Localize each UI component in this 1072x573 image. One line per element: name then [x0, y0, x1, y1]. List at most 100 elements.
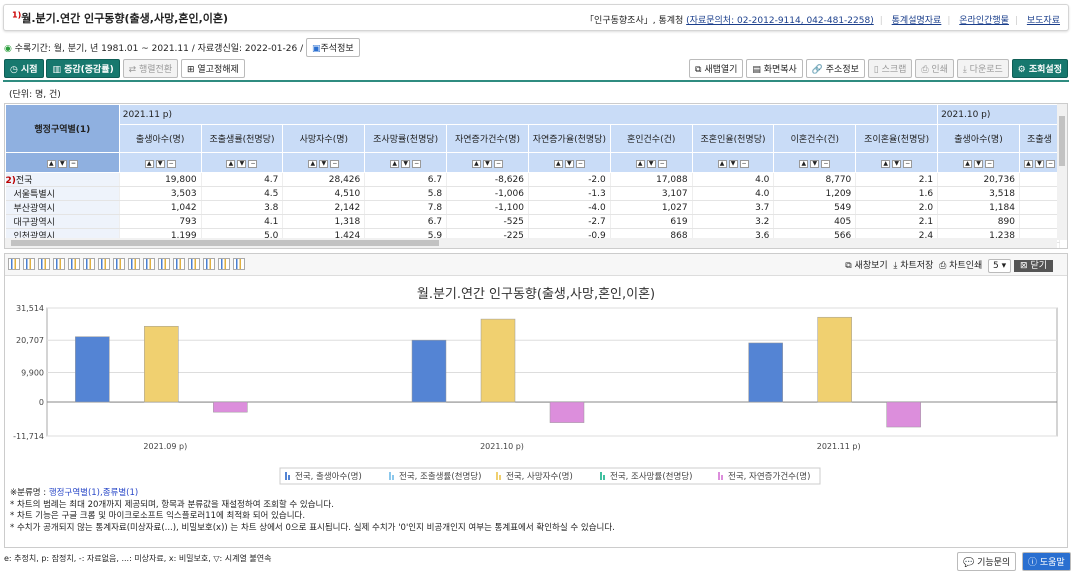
chart-type-icon[interactable]	[83, 258, 95, 270]
horizontal-scrollbar[interactable]	[5, 238, 1057, 248]
chart-type-icon[interactable]	[188, 258, 200, 270]
sort-buttons[interactable]: ▲ ▼ −	[937, 152, 1020, 173]
legend-swatch	[288, 475, 290, 480]
notes: ※분류명 : 행정구역별(1),종류별(1) * 차트의 범례는 최대 20개까…	[10, 488, 615, 533]
time-button[interactable]: ◷ 시점	[4, 59, 44, 78]
table-cell: -4.0	[528, 200, 611, 215]
sort-buttons[interactable]: ▲ ▼ −	[282, 152, 366, 173]
column-header: 조사망률(천명당)	[364, 124, 448, 153]
inquiry-button[interactable]: 💬 기능문의	[957, 552, 1017, 571]
bar	[515, 401, 550, 403]
column-header: 자연증가율(천명당)	[527, 124, 611, 153]
sort-buttons[interactable]: ▲ ▼ −	[1018, 152, 1061, 173]
sort-buttons[interactable]: ▲ ▼ −	[200, 152, 284, 173]
online-publication-link[interactable]: 온라인간행물	[959, 16, 1009, 26]
new-window-button[interactable]: ⧉ 새창보기	[845, 261, 888, 271]
chart-type-icon[interactable]	[158, 258, 170, 270]
unfreeze-columns-button[interactable]: ⊞ 열고정해제	[181, 59, 245, 78]
chart-type-icon[interactable]	[143, 258, 155, 270]
legend-swatch	[499, 475, 501, 480]
chart-type-icon[interactable]	[113, 258, 125, 270]
chart-save-button[interactable]: ⤓ 차트저장	[893, 261, 934, 271]
close-chart-button[interactable]: ⊠ 닫기	[1014, 260, 1053, 272]
download-button[interactable]: ⤓ 다운로드	[956, 59, 1009, 78]
x-tick-label: 2021.11 p)	[817, 442, 861, 451]
column-header: 이혼건수(건)	[773, 124, 857, 153]
help-button[interactable]: ⓘ 도움말	[1022, 552, 1071, 571]
table-cell: -2.0	[528, 172, 611, 187]
classification-link[interactable]: 행정구역별(1),종류별(1)	[48, 488, 139, 498]
table-cell: -2.7	[528, 214, 611, 229]
chart-type-icon[interactable]	[53, 258, 65, 270]
bar	[213, 401, 248, 413]
sort-buttons[interactable]: ▲ ▼ −	[446, 152, 529, 173]
table-row: 2)전국 19,800 4.7 28,426 6.7 -8,626 -2.0 17,088 4.…	[5, 172, 1067, 187]
chart-type-icon[interactable]	[98, 258, 110, 270]
table-cell: 28,426	[282, 172, 366, 187]
table-row: 서울특별시 3,503 4.5 4,510 5.8 -1,006 -1.3 3,107 4.0 1…	[5, 186, 1067, 201]
symbol-legend: e: 추정치, p: 잠정치, -: 자료없음, ...: 미상자료, x: 비…	[4, 554, 272, 563]
chart-print-button[interactable]: ⎙ 차트인쇄	[939, 261, 983, 271]
chart-type-icon[interactable]	[38, 258, 50, 270]
title-bar: 1)월.분기.연간 인구동향(출생,사망,혼인,이혼) 「인구동향조사」, 통계…	[3, 4, 1069, 31]
chart-type-icon[interactable]	[8, 258, 20, 270]
table-cell: 4.0	[692, 172, 775, 187]
table-cell: 6.7	[364, 172, 448, 187]
bar	[851, 401, 887, 403]
press-release-link[interactable]: 보도자료	[1026, 16, 1060, 26]
sort-buttons[interactable]: ▲ ▼ −	[855, 152, 939, 173]
column-header: 조혼인율(천명당)	[691, 124, 775, 153]
pivot-button[interactable]: ⇄ 행렬전환	[122, 59, 179, 78]
bar	[75, 336, 110, 403]
table-cell: 4,510	[282, 186, 366, 201]
bar	[446, 401, 481, 403]
table-row: 대구광역시 793 4.1 1,318 6.7 -525 -2.7 619 3.2 405 2.1 8…	[5, 214, 1067, 229]
chart-type-icon[interactable]	[23, 258, 35, 270]
sort-buttons[interactable]: ▲ ▼ −	[527, 152, 611, 173]
table-cell: 4.1	[201, 214, 284, 229]
chart-type-icon[interactable]	[128, 258, 140, 270]
data-table: 행정구역별(1) 2021.11 p) 2021.10 p) 출생아수(명) 조출…	[4, 103, 1068, 249]
chart-type-icon[interactable]	[218, 258, 230, 270]
legend-swatch	[496, 472, 498, 480]
chart-type-icon[interactable]	[233, 258, 245, 270]
table-row: 부산광역시 1,042 3.8 2,142 7.8 -1,100 -4.0 1,027 3.7 5…	[5, 200, 1067, 215]
unit-label: (단위: 명, 건)	[9, 90, 61, 100]
vertical-scrollbar[interactable]	[1057, 104, 1067, 240]
y-tick-label: 0	[39, 398, 44, 407]
chart-type-icon[interactable]	[203, 258, 215, 270]
change-rate-button[interactable]: ▥ 증감(증감률)	[46, 59, 120, 78]
sort-buttons[interactable]: ▲ ▼ −	[773, 152, 857, 173]
chart-type-icon[interactable]	[68, 258, 80, 270]
note-info-button[interactable]: ▣주석정보	[306, 38, 360, 57]
table-cell: 1,184	[937, 200, 1020, 215]
y-tick-label: 20,707	[16, 336, 44, 345]
sort-buttons[interactable]: ▲ ▼ −	[609, 152, 693, 173]
sort-buttons[interactable]: ▲ ▼ −	[364, 152, 448, 173]
table-cell: 1,027	[610, 200, 693, 215]
table-cell: 1,042	[119, 200, 202, 215]
y-tick-label: 31,514	[16, 304, 44, 313]
screen-copy-button[interactable]: ▤ 화면복사	[746, 59, 803, 78]
column-header: 사망자수(명)	[282, 124, 366, 153]
new-tab-button[interactable]: ⧉ 새탭열기	[689, 59, 744, 78]
table-cell: 549	[773, 200, 857, 215]
table-cell: 17,088	[610, 172, 693, 187]
query-settings-button[interactable]: ⚙ 조회설정	[1011, 59, 1068, 78]
chart-type-icon[interactable]	[173, 258, 185, 270]
stat-description-link[interactable]: 통계설명자료	[891, 16, 942, 26]
table-cell: 3.2	[692, 214, 775, 229]
x-tick-label: 2021.09 p)	[143, 442, 187, 451]
sort-buttons[interactable]: ▲ ▼ −	[5, 152, 120, 173]
table-cell: 2.1	[855, 172, 939, 187]
contact-link[interactable]: (자료문의처: 02-2012-9114, 042-481-2258)	[686, 16, 874, 26]
sort-buttons[interactable]: ▲ ▼ −	[118, 152, 202, 173]
url-info-button[interactable]: 🔗 주소정보	[805, 59, 865, 78]
count-select[interactable]: 5 ▾	[988, 259, 1012, 273]
table-cell: -1,006	[446, 186, 529, 201]
scrap-button[interactable]: ▯ 스크랩	[867, 59, 913, 78]
print-button[interactable]: ⎙ 인쇄	[915, 59, 954, 78]
chart-title: 월.분기.연간 인구동향(출생,사망,혼인,이혼)	[417, 287, 655, 302]
sort-buttons[interactable]: ▲ ▼ −	[691, 152, 775, 173]
period-header: 2021.11 p)	[118, 104, 939, 125]
